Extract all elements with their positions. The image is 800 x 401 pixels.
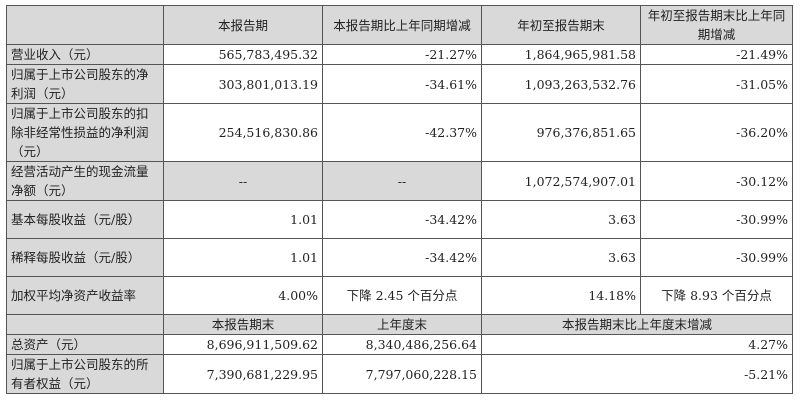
cell: 3.63: [481, 238, 641, 277]
cell: 下降 8.93 个百分点: [640, 276, 793, 315]
row-label: 经营活动产生的现金流量净额（元）: [6, 161, 164, 201]
row-label: 归属于上市公司股东的扣除非经常性损益的净利润（元）: [6, 103, 164, 162]
cell: 303,801,013.19: [163, 64, 323, 104]
header-cell: 本报告期比上年同期增减: [322, 5, 482, 45]
table-row: 稀释每股收益（元/股） 1.01 -34.42% 3.63 -30.99%: [6, 238, 793, 277]
cell: -34.42%: [322, 238, 482, 277]
cell: 4.27%: [481, 334, 793, 355]
table-row: 归属于上市公司股东的扣除非经常性损益的净利润（元） 254,516,830.86…: [6, 103, 793, 162]
cell: -36.20%: [640, 103, 793, 162]
financial-summary-table: 本报告期 本报告期比上年同期增减 年初至报告期末 年初至报告期末比上年同期增减 …: [6, 5, 793, 394]
header-cell: 上年度末: [322, 314, 482, 335]
header-cell: 本报告期末: [163, 314, 323, 335]
header-cell: 年初至报告期末: [481, 5, 641, 45]
cell: 4.00%: [163, 276, 323, 315]
table-row: 基本每股收益（元/股） 1.01 -34.42% 3.63 -30.99%: [6, 200, 793, 239]
cell: -30.99%: [640, 238, 793, 277]
header-cell: 本报告期末比上年度末增减: [481, 314, 793, 335]
cell: 1.01: [163, 238, 323, 277]
cell: 1.01: [163, 200, 323, 239]
cell: 1,093,263,532.76: [481, 64, 641, 104]
table-row: 归属于上市公司股东的净利润（元） 303,801,013.19 -34.61% …: [6, 64, 793, 104]
cell: 1,072,574,907.01: [481, 161, 641, 201]
cell: -21.27%: [322, 44, 482, 65]
row-label: 基本每股收益（元/股）: [6, 200, 164, 239]
cell: 14.18%: [481, 276, 641, 315]
cell: -34.61%: [322, 64, 482, 104]
cell: 254,516,830.86: [163, 103, 323, 162]
header-cell: 本报告期: [163, 5, 323, 45]
cell: -30.99%: [640, 200, 793, 239]
cell: -34.42%: [322, 200, 482, 239]
cell: 3.63: [481, 200, 641, 239]
table-row: 归属于上市公司股东的所有者权益（元） 7,390,681,229.95 7,79…: [6, 354, 793, 394]
table-row: 经营活动产生的现金流量净额（元） -- -- 1,072,574,907.01 …: [6, 161, 793, 201]
row-label: 加权平均净资产收益率: [6, 276, 164, 315]
cell: -5.21%: [481, 354, 793, 394]
cell: 1,864,965,981.58: [481, 44, 641, 65]
cell: -31.05%: [640, 64, 793, 104]
header-cell-empty: [6, 5, 164, 45]
cell: 8,340,486,256.64: [322, 334, 482, 355]
cell: 7,797,060,228.15: [322, 354, 482, 394]
row-label: 归属于上市公司股东的净利润（元）: [6, 64, 164, 104]
header-row-2: 本报告期末 上年度末 本报告期末比上年度末增减: [6, 314, 793, 335]
cell: --: [163, 161, 323, 201]
table-row: 营业收入（元） 565,783,495.32 -21.27% 1,864,965…: [6, 44, 793, 65]
table-row: 总资产（元） 8,696,911,509.62 8,340,486,256.64…: [6, 334, 793, 355]
cell: -21.49%: [640, 44, 793, 65]
header-cell-empty: [6, 314, 164, 335]
cell: -42.37%: [322, 103, 482, 162]
header-cell: 年初至报告期末比上年同期增减: [640, 5, 793, 45]
cell: 565,783,495.32: [163, 44, 323, 65]
cell: 下降 2.45 个百分点: [322, 276, 482, 315]
cell: 7,390,681,229.95: [163, 354, 323, 394]
row-label: 归属于上市公司股东的所有者权益（元）: [6, 354, 164, 394]
cell: -30.12%: [640, 161, 793, 201]
row-label: 总资产（元）: [6, 334, 164, 355]
table-row: 加权平均净资产收益率 4.00% 下降 2.45 个百分点 14.18% 下降 …: [6, 276, 793, 315]
cell: --: [322, 161, 482, 201]
cell: 976,376,851.65: [481, 103, 641, 162]
row-label: 稀释每股收益（元/股）: [6, 238, 164, 277]
cell: 8,696,911,509.62: [163, 334, 323, 355]
header-row: 本报告期 本报告期比上年同期增减 年初至报告期末 年初至报告期末比上年同期增减: [6, 5, 793, 45]
row-label: 营业收入（元）: [6, 44, 164, 65]
